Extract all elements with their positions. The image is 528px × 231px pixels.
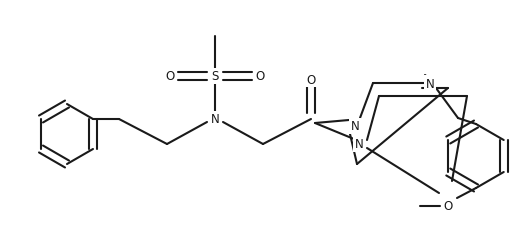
Text: O: O	[256, 70, 265, 83]
Text: N: N	[211, 113, 219, 126]
Text: N: N	[426, 77, 435, 90]
Text: O: O	[444, 200, 452, 213]
Text: O: O	[306, 73, 316, 86]
Text: N: N	[355, 138, 363, 151]
Text: S: S	[211, 70, 219, 83]
Text: N: N	[351, 120, 360, 133]
Text: O: O	[165, 70, 175, 83]
